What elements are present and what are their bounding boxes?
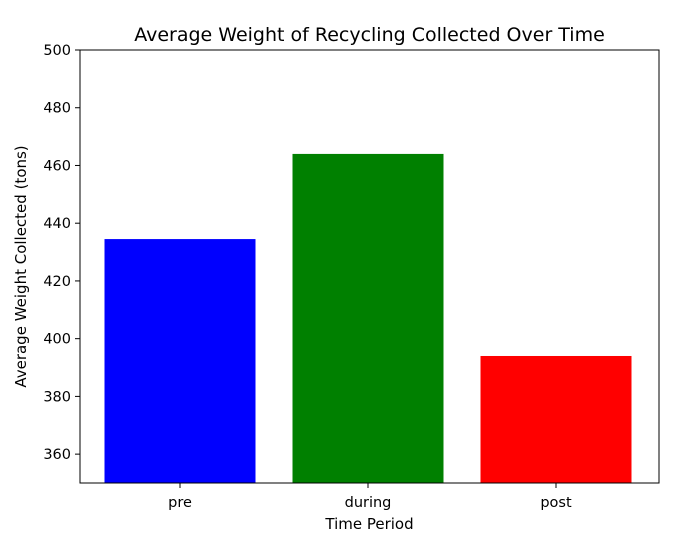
bar-during [292,153,444,484]
y-tick-label-400: 400 [43,332,71,348]
y-tick-label-380: 380 [43,389,71,405]
x-tick-label-post: post [540,495,572,511]
y-tick-label-360: 360 [43,447,71,463]
chart-title: Average Weight of Recycling Collected Ov… [134,24,605,46]
x-tick-label-during: during [345,495,392,511]
y-tick-label-480: 480 [43,101,71,117]
bars-group [104,153,632,484]
y-axis-ticks: 360 380 400 420 440 460 480 500 [43,43,80,463]
y-axis-label: Average Weight Collected (tons) [12,145,30,387]
plot-frame [79,49,660,484]
y-tick-label-420: 420 [43,274,71,290]
y-tick-label-500: 500 [43,43,71,59]
x-axis-ticks: pre during post [168,483,572,511]
y-tick-label-440: 440 [43,216,71,232]
x-axis-label: Time Period [324,515,413,533]
bar-pre [104,239,256,483]
y-tick-label-460: 460 [43,158,71,174]
bar-post [480,355,632,483]
x-tick-label-pre: pre [168,495,192,511]
